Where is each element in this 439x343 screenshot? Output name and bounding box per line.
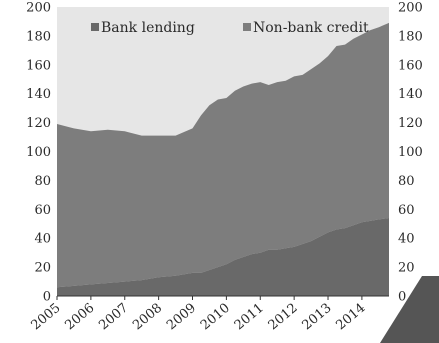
y-tick-label-left: 40 [34, 232, 51, 247]
legend-label-bank-lending: Bank lending [101, 20, 195, 36]
x-tick-label: 2007 [96, 301, 131, 334]
series-areas [57, 22, 389, 296]
legend: Bank lending Non-bank credit [91, 20, 369, 36]
y-tick-label-right: 140 [398, 87, 423, 102]
y-tick-label-right: 60 [398, 203, 415, 218]
y-tick-label-right: 80 [398, 174, 415, 189]
y-tick-label-left: 0 [43, 290, 51, 305]
y-axis-right: 0 20 40 60 80 100 120 140 160 180 200 [398, 1, 423, 305]
x-tick-label: 2008 [130, 301, 165, 334]
x-tick-label: 2009 [164, 301, 199, 334]
x-tick-label: 2014 [333, 301, 368, 334]
legend-swatch-bank-lending [91, 23, 99, 31]
corner-decoration [380, 276, 439, 343]
x-tick-label: 2011 [232, 301, 267, 334]
y-tick-label-left: 80 [34, 174, 51, 189]
y-tick-label-right: 0 [398, 290, 406, 305]
y-axis-left: 0 20 40 60 80 100 120 140 160 180 200 [26, 1, 51, 305]
y-tick-label-left: 100 [26, 145, 51, 160]
y-tick-label-left: 200 [26, 1, 51, 16]
series-area-bank-lending [57, 218, 389, 296]
y-tick-label-left: 120 [26, 116, 51, 131]
y-tick-label-left: 160 [26, 58, 51, 73]
y-tick-label-right: 120 [398, 116, 423, 131]
y-tick-label-left: 60 [34, 203, 51, 218]
x-tick-label: 2013 [300, 301, 335, 334]
y-tick-label-left: 140 [26, 87, 51, 102]
x-tick-label: 2006 [62, 301, 97, 334]
series-area-non-bank-credit [57, 22, 389, 288]
y-tick-label-right: 40 [398, 232, 415, 247]
legend-swatch-non-bank-credit [243, 23, 251, 31]
y-tick-label-right: 20 [398, 261, 415, 276]
x-tick-label: 2005 [29, 301, 64, 334]
x-tick-label: 2010 [198, 301, 233, 334]
y-tick-label-right: 200 [398, 1, 423, 16]
y-tick-label-left: 20 [34, 261, 51, 276]
y-tick-label-right: 160 [398, 58, 423, 73]
y-tick-label-right: 180 [398, 29, 423, 44]
y-tick-label-right: 100 [398, 145, 423, 160]
legend-label-non-bank-credit: Non-bank credit [253, 20, 369, 36]
x-tick-label: 2012 [266, 301, 301, 334]
y-tick-label-left: 180 [26, 29, 51, 44]
